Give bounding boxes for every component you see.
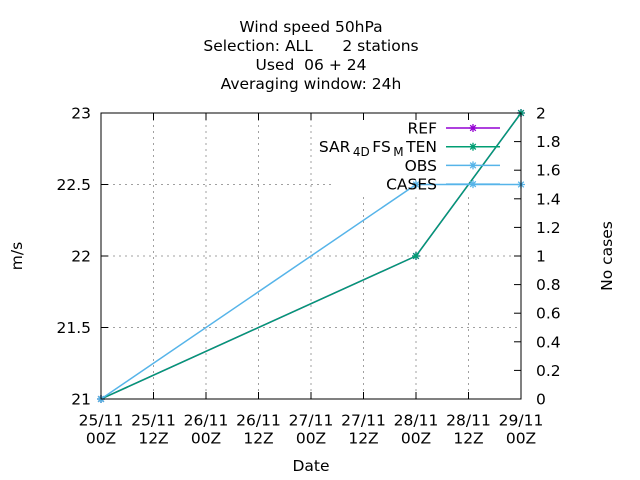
data-point-sar4dfsmten [412, 252, 420, 260]
x-tick-label-date: 26/11 [236, 412, 281, 430]
legend-label-sar4dfsmten: SAR 4D FS M TEN [319, 138, 437, 159]
y-tick-label: 23 [71, 105, 91, 123]
y2-tick-label: 2 [536, 105, 546, 123]
y2-tick-label: 0.8 [536, 276, 561, 294]
legend-sample-marker [469, 161, 477, 170]
data-point-obs [412, 180, 420, 189]
legend-entry-ref: REF [408, 120, 500, 138]
y2-tick-label: 0.6 [536, 305, 561, 323]
x-tick-label-date: 28/11 [446, 412, 491, 430]
legend-label-part: SAR [319, 138, 351, 156]
x-tick-label-date: 29/11 [499, 412, 544, 430]
legend-label-part: FS [372, 138, 390, 156]
legend-sample-marker [469, 142, 477, 151]
legend-entry-obs: OBS [405, 157, 500, 175]
y2-tick-label: 0.4 [536, 333, 561, 351]
legend-label-part: 4D [353, 145, 370, 159]
y2-tick-label: 1.4 [536, 190, 561, 208]
chart-title-line-3: Used 06 + 24 [256, 56, 367, 74]
y2-tick-label: 0.2 [536, 362, 561, 380]
x-tick-label-time: 00Z [401, 430, 431, 448]
legend-sample-marker [469, 124, 477, 132]
x-tick-label-date: 27/11 [289, 412, 334, 430]
legend-label-cases: CASES [386, 176, 437, 194]
x-tick-label-time: 12Z [243, 430, 273, 448]
y2-tick-label: 1.6 [536, 162, 561, 180]
x-tick-label-date: 28/11 [394, 412, 439, 430]
x-tick-label-time: 00Z [86, 430, 116, 448]
x-axis-label: Date [292, 457, 329, 475]
x-tick-label-time: 12Z [138, 430, 168, 448]
x-axis-tick-labels: 25/1100Z25/1112Z26/1100Z26/1112Z27/1100Z… [79, 412, 544, 448]
x-tick-label-time: 12Z [348, 430, 378, 448]
x-tick-label-date: 26/11 [184, 412, 229, 430]
chart-title: Wind speed 50hPa Selection: ALL 2 statio… [203, 18, 418, 93]
legend-sample-marker [469, 180, 477, 189]
legend-label-part: TEN [405, 138, 437, 156]
y-tick-label: 22.5 [56, 176, 91, 194]
legend-label-part: M [393, 145, 403, 159]
x-tick-label-time: 00Z [296, 430, 326, 448]
y2-tick-label: 1 [536, 248, 546, 266]
y-tick-label: 21.5 [56, 319, 91, 337]
y2-axis-tick-labels: 0 0.2 0.4 0.6 0.8 1 1.2 1.4 1.6 1.8 2 [536, 105, 561, 409]
chart-title-line-4: Averaging window: 24h [221, 75, 402, 93]
x-tick-label-time: 00Z [506, 430, 536, 448]
y-tick-label: 21 [71, 391, 91, 409]
x-tick-label-date: 25/11 [131, 412, 176, 430]
y-axis-tick-labels: 21 21.5 22 22.5 23 [56, 105, 91, 409]
x-tick-label-time: 00Z [191, 430, 221, 448]
legend-label-ref: REF [408, 120, 438, 138]
y2-tick-label: 1.2 [536, 219, 561, 237]
y2-tick-label: 0 [536, 391, 546, 409]
legend-entry-cases: CASES [386, 176, 500, 194]
legend-label-obs: OBS [405, 157, 437, 175]
x-tick-label-date: 25/11 [79, 412, 124, 430]
chart-title-line-1: Wind speed 50hPa [239, 18, 382, 36]
legend-background [333, 114, 520, 193]
chart-title-line-2: Selection: ALL 2 stations [203, 37, 418, 55]
axes-frame [100, 112, 522, 400]
y-tick-label: 22 [71, 248, 91, 266]
x-tick-label-date: 27/11 [341, 412, 386, 430]
y-axis-label: m/s [8, 242, 26, 270]
y2-tick-label: 1.8 [536, 133, 561, 151]
legend-entry-sar4dfsmten: SAR 4D FS M TEN [319, 138, 500, 159]
y2-axis-label: No cases [598, 221, 616, 291]
x-tick-label-time: 12Z [453, 430, 483, 448]
